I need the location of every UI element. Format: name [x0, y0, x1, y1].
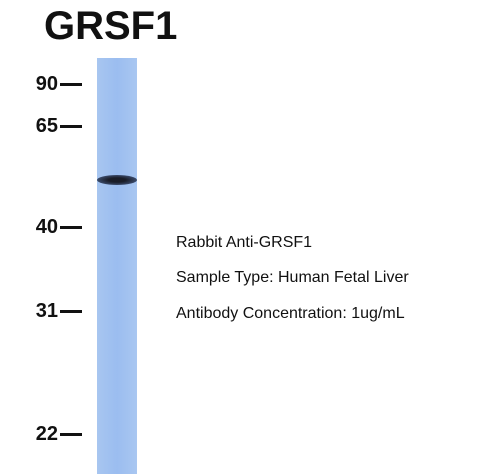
marker-label: 31: [0, 301, 58, 321]
marker-label: 22: [0, 424, 58, 444]
blot-figure: GRSF1 90 65 40 31 22 Rabbit Anti-GRSF1 S…: [0, 0, 489, 474]
info-line: Antibody Concentration: 1ug/mL: [176, 305, 405, 323]
marker-tick: [60, 433, 82, 436]
marker-tick: [60, 83, 82, 86]
title: GRSF1: [44, 4, 177, 49]
info-line: Rabbit Anti-GRSF1: [176, 234, 312, 252]
marker-label: 90: [0, 74, 58, 94]
marker-tick: [60, 226, 82, 229]
marker-label: 40: [0, 217, 58, 237]
band: [97, 175, 137, 185]
marker-label: 65: [0, 116, 58, 136]
info-line: Sample Type: Human Fetal Liver: [176, 269, 409, 287]
marker-tick: [60, 125, 82, 128]
marker-tick: [60, 310, 82, 313]
lane: [97, 58, 137, 474]
